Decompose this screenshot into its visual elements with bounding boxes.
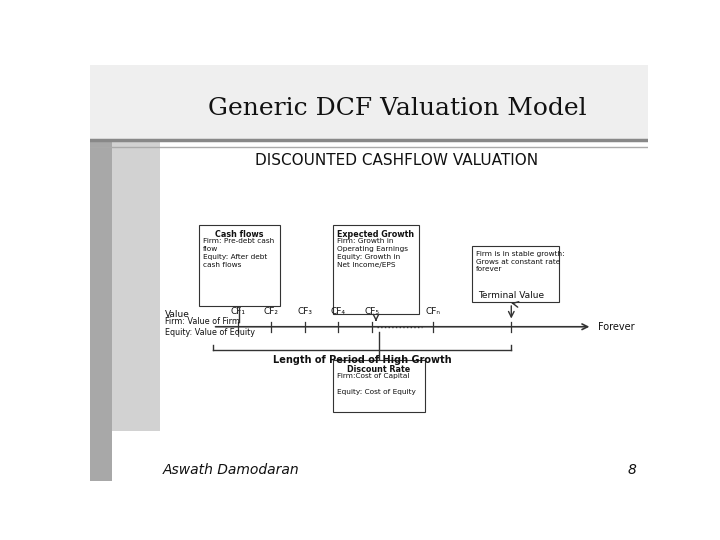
Text: Net Income/EPS: Net Income/EPS: [337, 262, 395, 268]
Bar: [90, 65, 648, 140]
Text: Terminal Value: Terminal Value: [478, 291, 544, 300]
Bar: [472, 246, 559, 302]
Text: Firm is in stable growth:: Firm is in stable growth:: [476, 251, 564, 256]
Text: Length of Period of High Growth: Length of Period of High Growth: [273, 355, 451, 365]
Text: 8: 8: [628, 463, 637, 477]
Bar: [199, 225, 279, 306]
Text: forever: forever: [476, 266, 503, 273]
Text: Equity: Value of Equity: Equity: Value of Equity: [166, 328, 256, 338]
Text: Aswath Damodaran: Aswath Damodaran: [163, 463, 300, 477]
Bar: [90, 65, 112, 481]
Text: Generic DCF Valuation Model: Generic DCF Valuation Model: [207, 97, 586, 120]
Text: Value: Value: [166, 310, 190, 319]
Text: CF₄: CF₄: [330, 307, 346, 316]
Text: Firm:Cost of Capital: Firm:Cost of Capital: [337, 373, 409, 379]
Text: Firm: Growth in: Firm: Growth in: [337, 238, 393, 244]
Text: Equity: Growth in: Equity: Growth in: [337, 254, 400, 260]
Text: Firm: Pre-debt cash: Firm: Pre-debt cash: [203, 238, 274, 244]
Text: Expected Growth: Expected Growth: [338, 230, 415, 239]
Text: Equity: After debt: Equity: After debt: [203, 254, 267, 260]
Bar: [160, 146, 648, 460]
Text: DISCOUNTED CASHFLOW VALUATION: DISCOUNTED CASHFLOW VALUATION: [256, 153, 539, 168]
Text: cash flows: cash flows: [203, 262, 241, 268]
Text: Cash flows: Cash flows: [215, 230, 264, 239]
Bar: [333, 225, 419, 314]
Text: Discount Rate: Discount Rate: [347, 365, 410, 374]
Text: Operating Earnings: Operating Earnings: [337, 246, 408, 252]
Text: CFₙ: CFₙ: [426, 307, 441, 316]
Text: Forever: Forever: [598, 322, 634, 332]
Text: CF₁: CF₁: [230, 307, 246, 316]
Text: CF₂: CF₂: [264, 307, 279, 316]
Text: flow: flow: [203, 246, 218, 252]
Text: Firm: Value of Firm: Firm: Value of Firm: [166, 317, 240, 326]
Text: CF₅: CF₅: [364, 307, 379, 316]
Bar: [333, 360, 425, 412]
Text: Equity: Cost of Equity: Equity: Cost of Equity: [337, 389, 415, 395]
Text: CF₃: CF₃: [297, 307, 312, 316]
Text: Grows at constant rate: Grows at constant rate: [476, 259, 560, 265]
Bar: [112, 65, 160, 431]
